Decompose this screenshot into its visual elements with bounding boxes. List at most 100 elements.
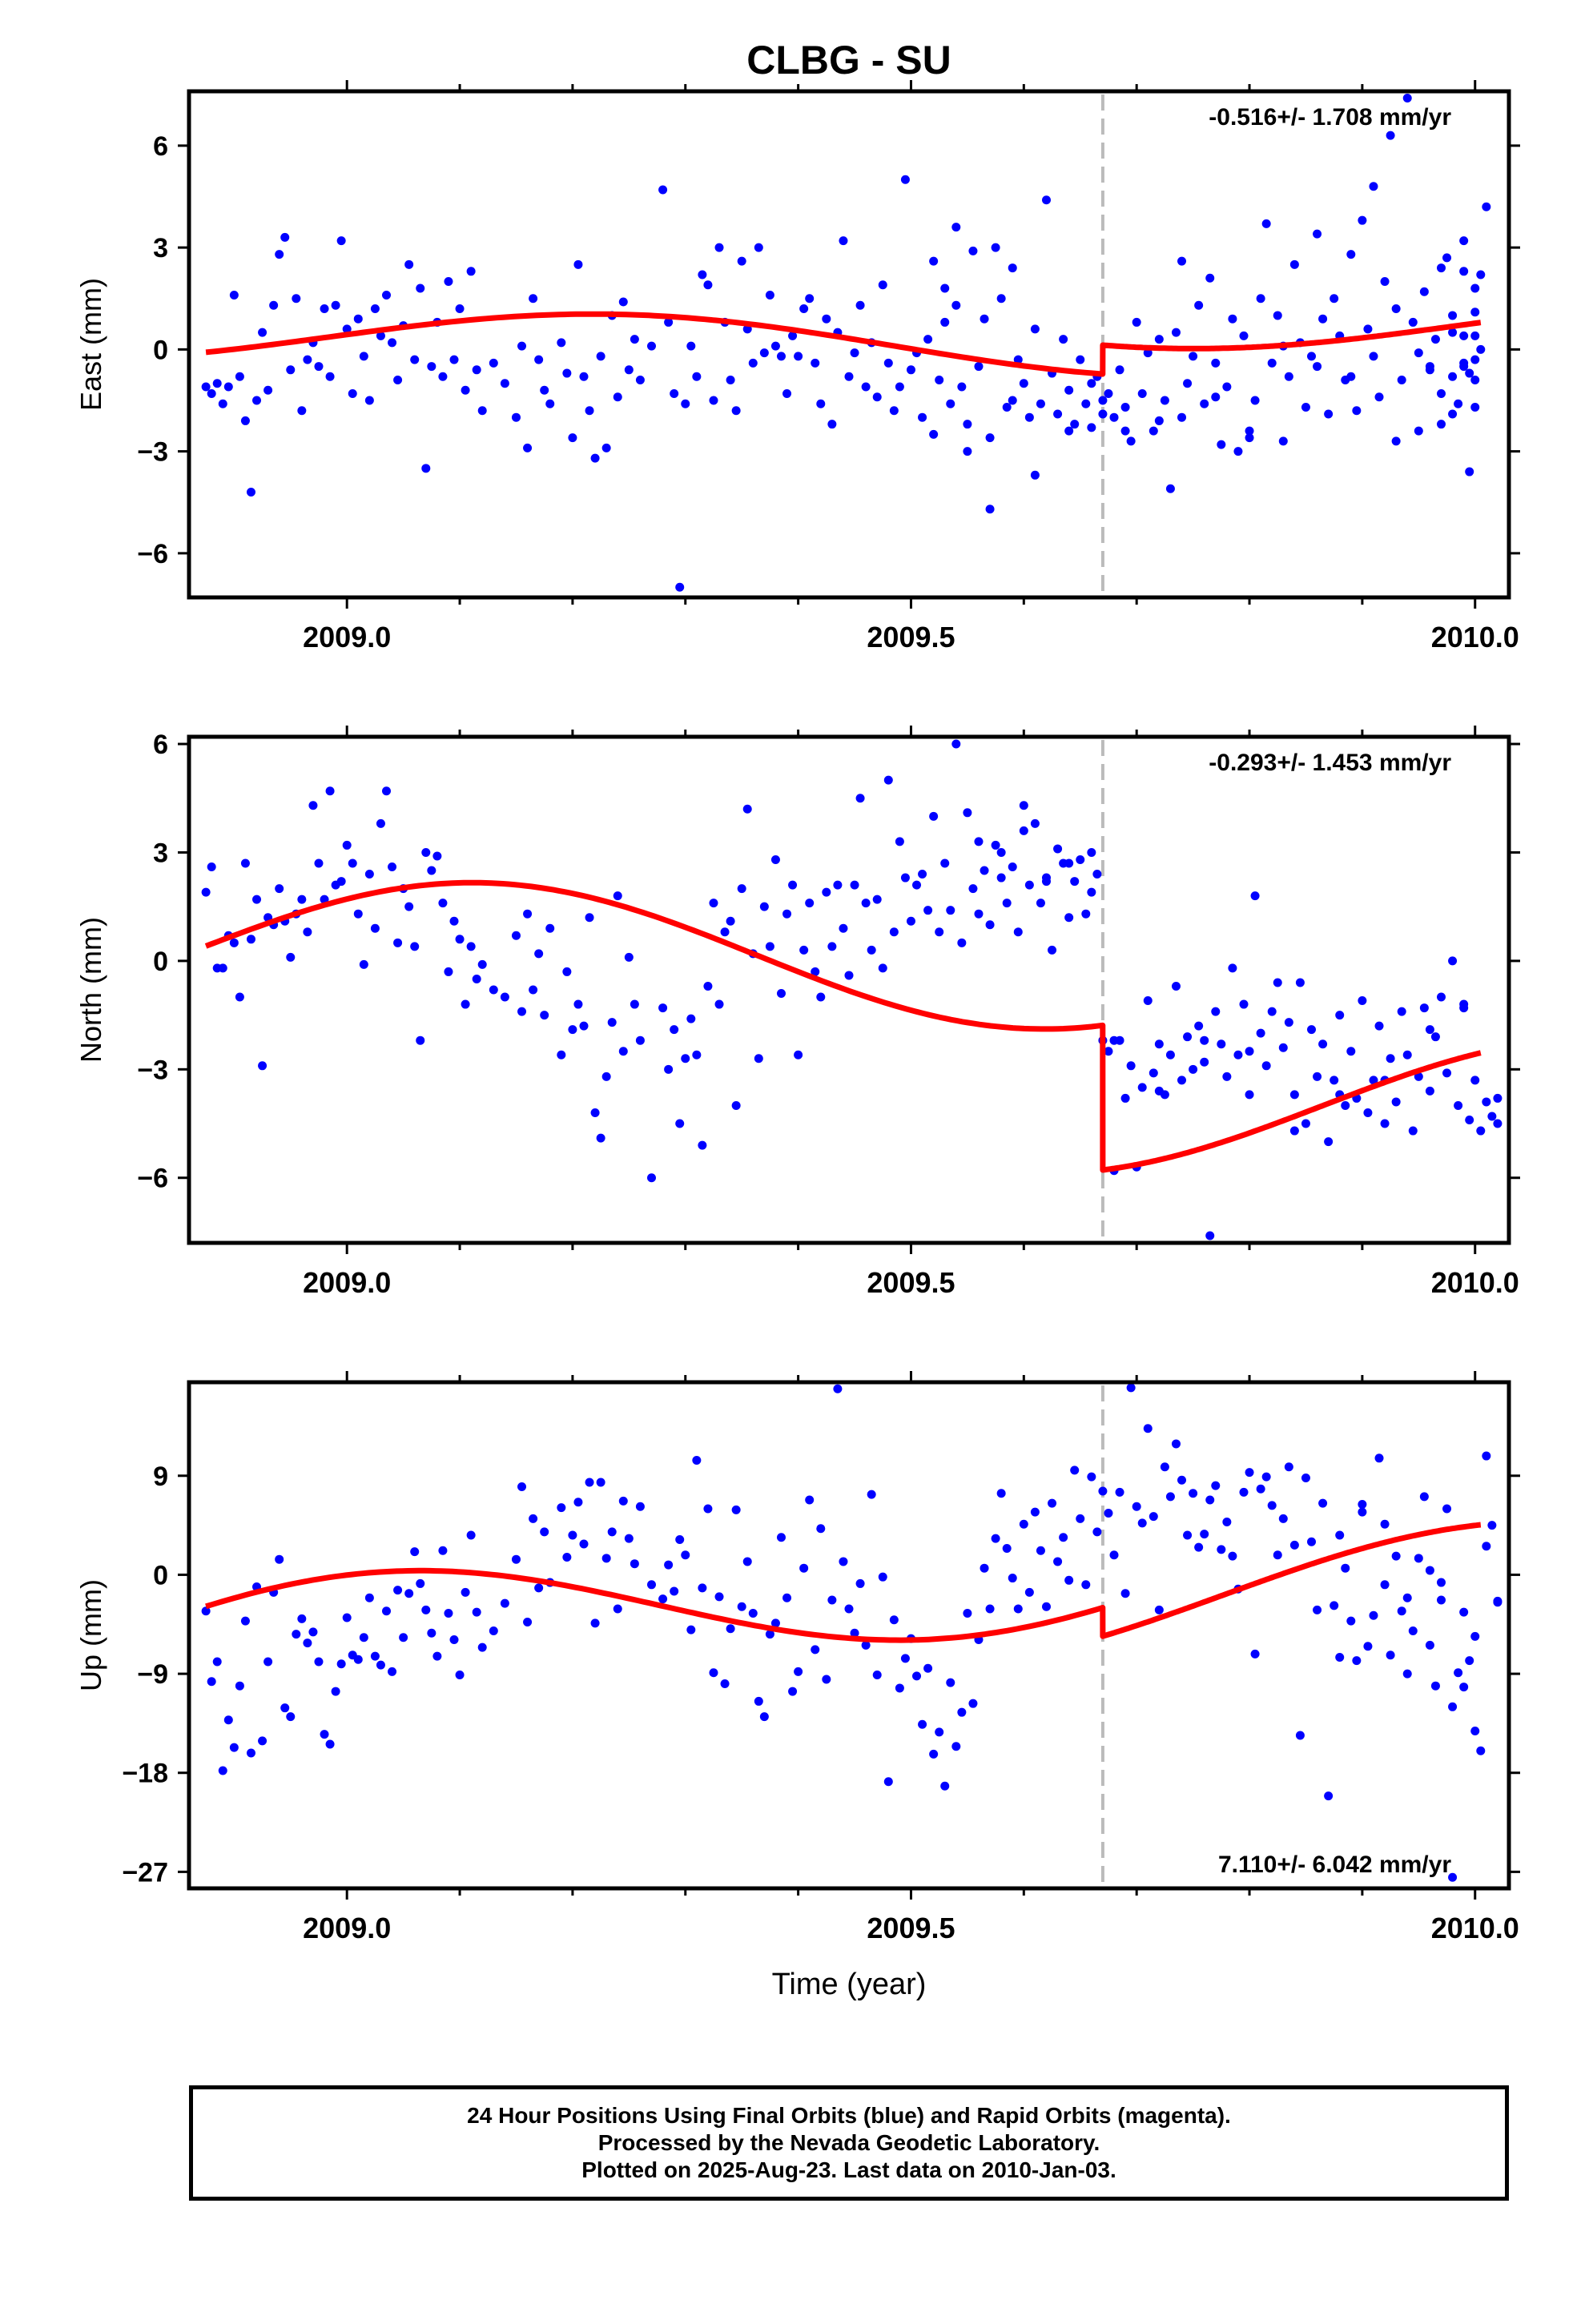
data-point (1476, 344, 1486, 354)
data-point (1363, 1642, 1373, 1651)
data-point (601, 443, 611, 452)
data-point (692, 372, 702, 381)
data-point (1154, 1039, 1164, 1049)
data-point (1200, 399, 1209, 408)
data-point (252, 895, 262, 904)
data-point (1493, 1093, 1503, 1103)
data-point (359, 352, 368, 361)
data-point (946, 906, 955, 915)
data-point (1397, 1007, 1406, 1016)
data-point (1414, 348, 1423, 358)
data-point (364, 1593, 374, 1602)
data-point (1324, 409, 1334, 419)
data-point (929, 811, 939, 821)
data-point (742, 804, 752, 814)
data-point (427, 362, 436, 372)
data-point (1137, 389, 1147, 399)
data-point (1024, 880, 1034, 890)
data-point (269, 300, 279, 310)
footer-line-orbits: 24 Hour Positions Using Final Orbits (bl… (467, 2103, 1231, 2128)
data-point (1143, 996, 1153, 1006)
data-point (286, 952, 296, 962)
data-point (1189, 1064, 1198, 1074)
data-point (1233, 1050, 1243, 1059)
data-point (872, 392, 882, 402)
data-point (370, 1651, 380, 1661)
data-point (303, 355, 312, 364)
data-point (1470, 308, 1480, 317)
data-point (765, 942, 774, 951)
data-point (1064, 385, 1074, 395)
data-point (1081, 399, 1091, 408)
data-point (946, 399, 955, 408)
data-point (1465, 1656, 1474, 1666)
data-point (794, 352, 803, 361)
data-point (1036, 399, 1045, 408)
data-point (336, 1659, 346, 1669)
rate-label-up: 7.110+/- 6.042 mm/yr (1218, 1852, 1451, 1878)
data-point (1076, 854, 1085, 864)
data-point (850, 348, 859, 358)
data-point (511, 1554, 521, 1564)
data-point (229, 938, 239, 947)
data-point (985, 505, 995, 514)
data-point (1087, 887, 1096, 897)
data-point (1024, 412, 1034, 422)
data-point (336, 877, 346, 887)
data-point (1402, 1050, 1412, 1059)
data-point (404, 259, 414, 269)
data-point (1120, 1589, 1130, 1598)
data-point (1239, 999, 1249, 1009)
data-point (951, 739, 961, 749)
data-points-north (201, 739, 1503, 1240)
data-point (534, 1583, 544, 1593)
data-point (742, 1557, 752, 1566)
data-point (1459, 331, 1469, 340)
data-point (472, 1607, 481, 1617)
data-point (1008, 396, 1017, 405)
data-point (207, 1677, 216, 1687)
data-point (794, 1667, 803, 1676)
data-point (1194, 300, 1204, 310)
data-point (1143, 348, 1153, 358)
data-point (923, 335, 933, 344)
data-point (1109, 412, 1119, 422)
data-point (963, 420, 972, 429)
data-point (1132, 317, 1141, 327)
data-point (912, 1671, 922, 1681)
data-point (1013, 927, 1023, 937)
data-point (596, 1478, 605, 1487)
data-point (223, 1715, 233, 1725)
data-point (855, 300, 865, 310)
data-point (252, 396, 262, 405)
data-point (1425, 1566, 1434, 1575)
data-point (1036, 1546, 1045, 1555)
data-point (1330, 294, 1339, 304)
data-point (500, 379, 509, 388)
data-point (455, 935, 465, 944)
data-point (1289, 1126, 1299, 1136)
data-point (878, 1572, 887, 1582)
data-point (1330, 1076, 1339, 1085)
y-tick-label: 6 (153, 131, 168, 162)
data-point (1278, 1043, 1288, 1052)
fit-curve-north (204, 879, 1482, 1173)
data-point (1053, 409, 1063, 419)
data-point (1177, 1475, 1187, 1485)
data-point (325, 372, 335, 381)
data-point (381, 786, 391, 796)
data-point (1217, 1039, 1226, 1049)
data-point (1211, 1481, 1221, 1490)
data-point (258, 1736, 268, 1746)
data-point (839, 923, 848, 933)
data-point (1194, 1542, 1204, 1552)
data-point (1250, 1649, 1260, 1659)
data-point (1419, 1003, 1429, 1013)
data-point (1380, 277, 1390, 287)
data-point (1301, 402, 1310, 412)
data-point (381, 290, 391, 300)
data-point (472, 974, 481, 983)
data-point (889, 927, 899, 937)
data-point (816, 399, 826, 408)
data-point (1189, 352, 1198, 361)
